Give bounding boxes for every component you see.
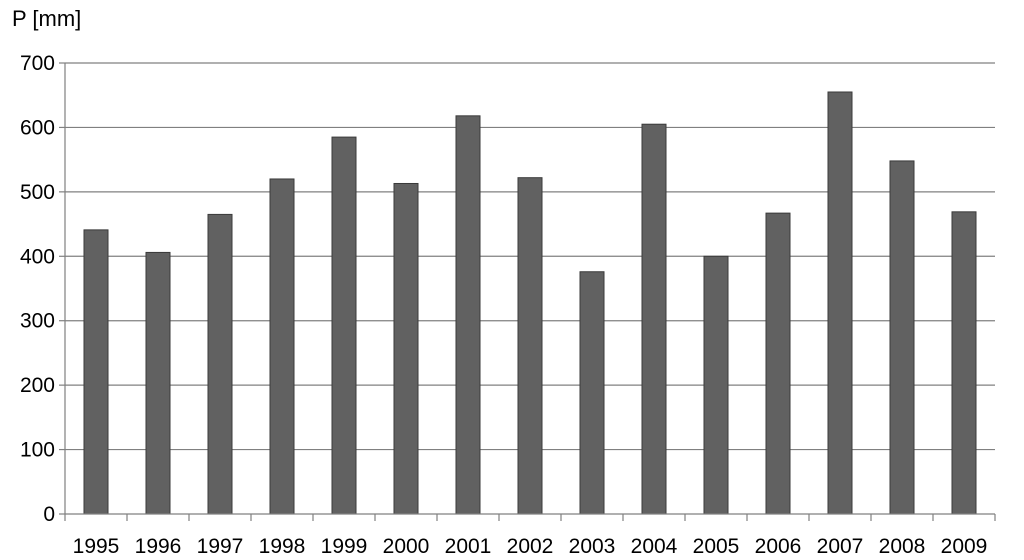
y-tick-label: 600: [20, 116, 55, 139]
bar-2002: [517, 177, 543, 515]
bar-2008: [889, 160, 915, 515]
bar-1997: [207, 213, 233, 515]
bar-2004: [641, 123, 667, 515]
bar-1996: [145, 251, 171, 515]
y-tick-label: 200: [20, 374, 55, 397]
bar-2003: [579, 271, 605, 515]
y-tick-label: 700: [20, 52, 55, 75]
x-tick-label: 2002: [507, 535, 554, 558]
bar-2000: [393, 182, 419, 515]
x-tick-label: 1999: [321, 535, 368, 558]
x-tick-label: 2009: [941, 535, 988, 558]
bar-1999: [331, 136, 357, 515]
y-tick-label: 500: [20, 181, 55, 204]
bar-1995: [83, 229, 109, 515]
x-tick-label: 2007: [817, 535, 864, 558]
axes: [59, 62, 996, 521]
bar-2007: [827, 91, 853, 515]
y-tick-label: 0: [43, 503, 55, 526]
x-tick-label: 2000: [383, 535, 430, 558]
y-tick-label: 400: [20, 245, 55, 268]
x-tick-label: 2005: [693, 535, 740, 558]
x-tick-label: 1997: [197, 535, 244, 558]
tick-labels: 0 100 200 300 400 500 600 700 1995 1996 1997 1998 19…: [20, 52, 987, 558]
bars: [83, 91, 977, 515]
bar-2006: [765, 212, 791, 515]
y-tick-label: 300: [20, 310, 55, 333]
x-tick-label: 1996: [135, 535, 182, 558]
y-tick-label: 100: [20, 439, 55, 462]
bar-1998: [269, 178, 295, 515]
x-tick-label: 1995: [73, 535, 120, 558]
bar-2009: [951, 211, 977, 515]
x-tick-label: 2001: [445, 535, 492, 558]
x-tick-label: 2008: [879, 535, 926, 558]
x-tick-label: 2006: [755, 535, 802, 558]
y-axis-title: P [mm]: [12, 6, 81, 31]
x-tick-label: 2004: [631, 535, 678, 558]
x-tick-label: 2003: [569, 535, 616, 558]
x-tick-label: 1998: [259, 535, 306, 558]
bar-2005: [703, 255, 729, 515]
bar-2001: [455, 115, 481, 515]
